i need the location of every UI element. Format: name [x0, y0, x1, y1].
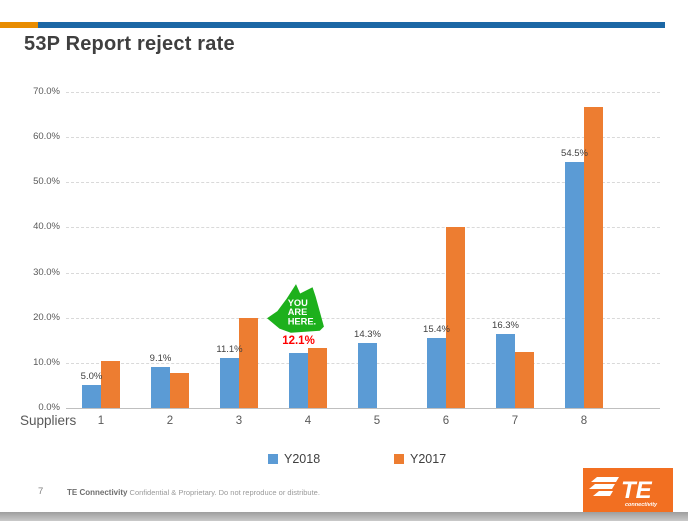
- page-number: 7: [38, 486, 44, 497]
- legend-label-y2017: Y2017: [410, 452, 447, 466]
- x-axis-label-supplier-2: 2: [166, 415, 174, 427]
- legend-item-y2018: Y2018: [268, 452, 320, 466]
- bar-y2018-supplier-1: [82, 385, 101, 408]
- data-label-supplier-7: 16.3%: [492, 320, 519, 332]
- y-axis-tick-label: 50.0%: [33, 176, 60, 188]
- arrow-text-line3: HERE.: [288, 317, 316, 327]
- x-axis-label-supplier-7: 7: [511, 415, 519, 427]
- x-axis-label-supplier-8: 8: [580, 415, 588, 427]
- data-label-supplier-1: 5.0%: [80, 371, 103, 383]
- bar-y2017-supplier-2: [170, 373, 189, 408]
- y-axis-tick-label: 10.0%: [33, 356, 60, 368]
- data-label-supplier-5: 14.3%: [354, 329, 381, 341]
- footer-company: TE Connectivity: [67, 488, 128, 497]
- arrow-text-line1: YOU: [288, 298, 308, 308]
- legend-item-y2017: Y2017: [394, 452, 446, 466]
- gridline-40.0%: [66, 227, 660, 229]
- bar-y2017-supplier-1: [101, 361, 120, 408]
- bar-y2018-supplier-7: [496, 334, 515, 408]
- gridline-30.0%: [66, 272, 660, 274]
- data-label-supplier-2: 9.1%: [149, 352, 172, 364]
- bar-y2017-supplier-8: [584, 106, 603, 408]
- data-label-supplier-3: 11.1%: [216, 343, 243, 355]
- bar-y2017-supplier-6: [446, 227, 465, 408]
- logo-connectivity-text: connectivity: [625, 502, 658, 508]
- top-accent-bar-blue: [38, 22, 665, 28]
- logo-background: [583, 468, 673, 514]
- legend-swatch-y2018: [268, 454, 278, 464]
- x-axis-label-supplier-6: 6: [442, 415, 450, 427]
- bar-y2017-supplier-3: [239, 317, 258, 408]
- data-label-supplier-4: 12.1%: [282, 335, 315, 348]
- y-axis-tick-label: 20.0%: [33, 311, 60, 323]
- x-axis-label-supplier-4: 4: [304, 415, 312, 427]
- arrow-text-line2: ARE: [288, 307, 308, 317]
- bar-y2018-supplier-5: [358, 343, 377, 408]
- gridline-20.0%: [66, 317, 660, 319]
- x-axis-title: Suppliers: [20, 413, 77, 428]
- bar-y2018-supplier-4: [289, 353, 308, 408]
- bar-y2018-supplier-3: [220, 357, 239, 408]
- te-logo-e-icon: [589, 477, 619, 496]
- bottom-gray-bar: [0, 512, 688, 521]
- y-axis-tick-label: 0.0%: [38, 402, 60, 413]
- x-axis-label-supplier-5: 5: [373, 415, 381, 427]
- footer-disclaimer: Confidential & Proprietary. Do not repro…: [127, 488, 320, 497]
- gridline-70.0%: [66, 92, 660, 93]
- you-are-here-arrow: YOU ARE HERE.: [267, 284, 324, 333]
- footer-confidentiality: TE Connectivity Confidential & Proprieta…: [67, 488, 320, 497]
- data-label-supplier-6: 15.4%: [423, 324, 450, 336]
- arrow-shape: [267, 284, 324, 333]
- gridline-60.0%: [66, 137, 660, 139]
- page-title: 53P Report reject rate: [24, 33, 235, 55]
- gridline-50.0%: [66, 182, 660, 184]
- legend-swatch-y2017: [394, 454, 404, 464]
- x-axis-label-supplier-3: 3: [235, 415, 243, 427]
- bar-y2018-supplier-6: [427, 338, 446, 408]
- y-axis-tick-label: 60.0%: [33, 131, 60, 143]
- bar-y2018-supplier-2: [151, 366, 170, 408]
- y-axis-tick-label: 30.0%: [33, 266, 60, 278]
- y-axis-tick-label: 70.0%: [33, 86, 60, 97]
- te-connectivity-logo: TE connectivity: [583, 468, 673, 514]
- data-label-supplier-8: 54.5%: [561, 147, 588, 159]
- y-axis-tick-label: 40.0%: [33, 221, 60, 233]
- logo-te-text: TE: [621, 477, 653, 504]
- bar-y2018-supplier-8: [565, 161, 584, 408]
- x-axis-line: [66, 408, 660, 409]
- bar-y2017-supplier-4: [308, 348, 327, 408]
- x-axis-label-supplier-1: 1: [97, 415, 105, 427]
- legend-label-y2018: Y2018: [284, 452, 321, 466]
- top-accent-bar-orange: [0, 22, 38, 28]
- bar-y2017-supplier-7: [515, 351, 534, 408]
